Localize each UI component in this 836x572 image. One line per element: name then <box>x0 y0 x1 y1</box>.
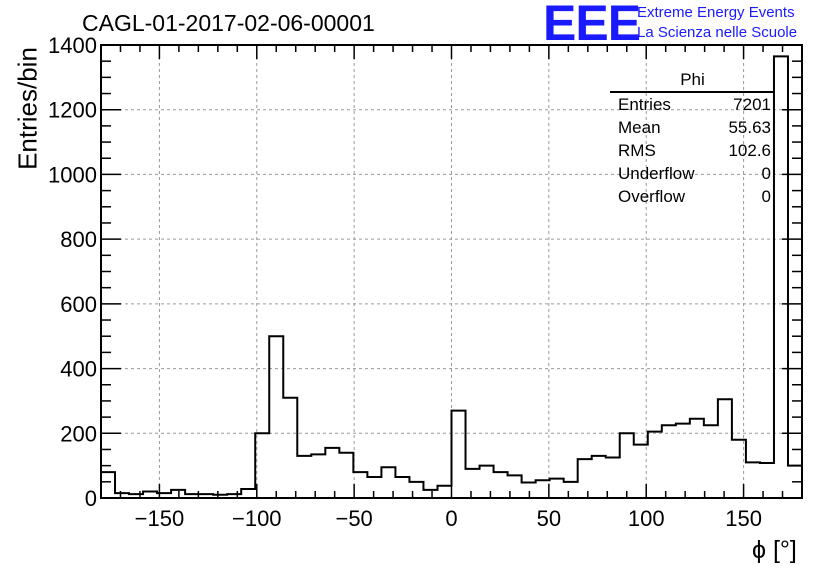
histogram-outline <box>101 55 802 498</box>
histogram-bin <box>311 454 325 498</box>
chart-title: CAGL-01-2017-02-06-00001 <box>82 10 375 36</box>
histogram-bin <box>564 482 578 498</box>
y-tick-label: 1400 <box>48 33 97 58</box>
x-tick-label: 0 <box>445 506 457 531</box>
stats-row-rms: RMS 102.6 <box>610 139 775 162</box>
x-axis-label: ϕ [°] <box>752 536 797 564</box>
stats-title: Phi <box>610 70 775 93</box>
stats-value: 0 <box>761 187 771 206</box>
histogram-bin <box>171 490 185 498</box>
stats-label: Overflow <box>618 187 686 206</box>
histogram-bin <box>592 456 606 498</box>
histogram-bin <box>269 336 283 498</box>
x-tick-label: 150 <box>725 506 762 531</box>
stats-value: 102.6 <box>728 141 771 160</box>
x-tick-label: −50 <box>335 506 372 531</box>
x-tick-label: 50 <box>537 506 561 531</box>
axis-ticks <box>100 44 803 499</box>
histogram-bin <box>423 490 437 498</box>
histogram-bin <box>760 463 774 498</box>
stats-row-underflow: Underflow 0 <box>610 162 775 185</box>
histogram-bin <box>774 56 788 498</box>
y-tick-label: 800 <box>60 227 97 252</box>
y-tick-label: 400 <box>60 357 97 382</box>
histogram-bin <box>101 472 115 498</box>
histogram-bin <box>704 425 718 498</box>
histogram-bin <box>367 477 381 498</box>
histogram-bin <box>550 479 564 498</box>
histogram-bin <box>648 432 662 498</box>
histogram-bin <box>395 477 409 498</box>
stats-value: 7201 <box>733 95 771 114</box>
axis-tick-labels: −150 −100 −50 0 50 100 150 0 200 400 600 800 1000 120… <box>48 33 762 531</box>
histogram-bin <box>536 480 550 498</box>
y-tick-label: 1000 <box>48 162 97 187</box>
stats-row-entries: Entries 7201 <box>610 93 775 116</box>
histogram-bin <box>522 482 536 498</box>
logo-line-1: Extreme Energy Events <box>637 4 795 21</box>
histogram-bin <box>339 453 353 498</box>
stats-value: 0 <box>761 164 771 183</box>
histogram-bin <box>494 472 508 498</box>
histogram-bin <box>452 411 466 498</box>
histogram-bin <box>297 456 311 498</box>
logo-line-2: La Scienza nelle Scuole <box>637 24 798 41</box>
histogram-bin <box>241 489 255 498</box>
y-tick-label: 600 <box>60 292 97 317</box>
stats-value: 55.63 <box>728 118 771 137</box>
x-tick-label: −150 <box>135 506 185 531</box>
stats-label: Mean <box>618 118 661 137</box>
x-tick-label: 100 <box>628 506 665 531</box>
histogram-bin <box>690 419 704 498</box>
eee-logo: EEE <box>543 0 641 51</box>
histogram-bin <box>466 469 480 498</box>
y-tick-label: 0 <box>85 486 97 511</box>
stats-label: Underflow <box>618 164 695 183</box>
stats-row-overflow: Overflow 0 <box>610 185 775 208</box>
histogram-step-line <box>101 55 802 496</box>
histogram-bin <box>676 424 690 498</box>
stats-row-mean: Mean 55.63 <box>610 116 775 139</box>
histogram-bin <box>718 399 732 498</box>
histogram-bin <box>620 433 634 498</box>
histogram-bin <box>325 448 339 498</box>
y-tick-label: 1200 <box>48 98 97 123</box>
histogram-bin <box>578 459 592 498</box>
stats-box: Phi Entries 7201 Mean 55.63 RMS 102.6 Un… <box>610 70 775 208</box>
histogram-bin <box>480 466 494 498</box>
histogram-bin <box>283 398 297 498</box>
histogram-bin <box>746 462 760 498</box>
histogram-bin <box>662 425 676 498</box>
stats-label: Entries <box>618 95 671 114</box>
y-axis-label: Entries/bin <box>12 47 43 170</box>
histogram-bin <box>437 486 451 498</box>
histogram-bin <box>353 472 367 498</box>
histogram-bin <box>409 482 423 498</box>
grid-lines <box>101 45 802 498</box>
y-tick-label: 200 <box>60 421 97 446</box>
stats-label: RMS <box>618 141 656 160</box>
x-tick-label: −100 <box>232 506 282 531</box>
